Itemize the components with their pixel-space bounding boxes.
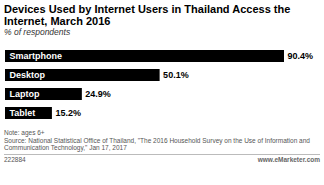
svg-text:15.2%: 15.2% xyxy=(55,108,81,118)
svg-text:Smartphone: Smartphone xyxy=(10,51,63,61)
html-text:Note: ages 6+: Note: ages 6+ xyxy=(4,129,45,136)
svg-text:50.1%: 50.1% xyxy=(163,70,189,80)
html-text:Source: National Statistical O: Source: National Statistical Office of T… xyxy=(4,136,310,152)
svg-text:Desktop: Desktop xyxy=(10,70,46,80)
html-text:% of respondents: % of respondents xyxy=(4,27,71,37)
svg-text:Tablet: Tablet xyxy=(10,108,36,118)
svg-text:Laptop: Laptop xyxy=(10,89,40,99)
svg-text:90.4%: 90.4% xyxy=(288,51,314,61)
html-text:Devices Used by Internet Users: Devices Used by Internet Users in Thaila… xyxy=(4,3,291,27)
html-text:www.eMarketer.com: www.eMarketer.com xyxy=(257,155,320,163)
svg-text:24.9%: 24.9% xyxy=(85,89,111,99)
html-text:222884: 222884 xyxy=(4,155,26,163)
